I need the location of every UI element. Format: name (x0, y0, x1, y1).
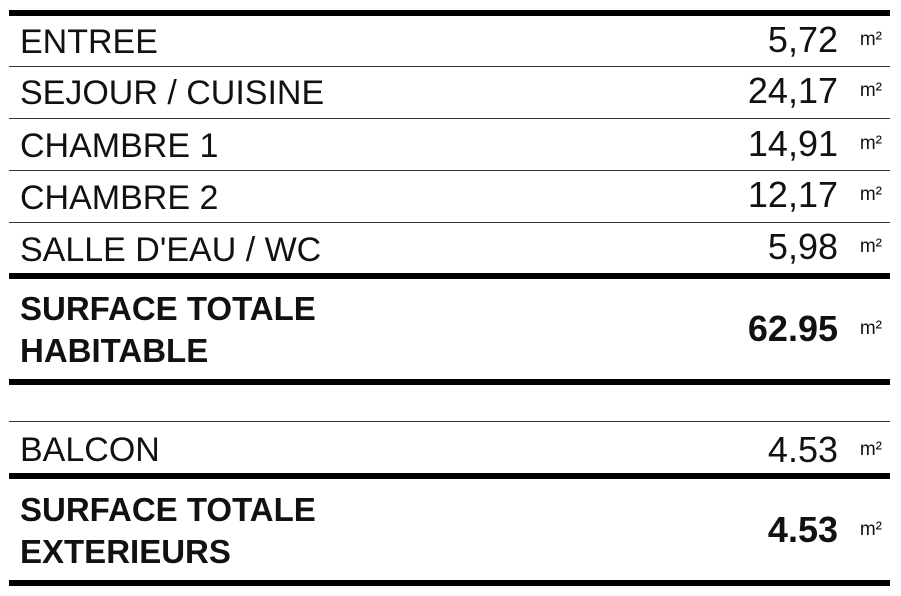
balcon-value: 4.53 (767, 429, 838, 470)
room-value: 24,17 (747, 70, 838, 111)
unit: m² (859, 80, 882, 101)
divider (9, 118, 890, 119)
room-label: SEJOUR / CUISINE (20, 74, 325, 112)
divider (9, 222, 890, 223)
total-label-line2: EXTERIEURS (20, 533, 231, 570)
room-value: 14,91 (747, 123, 838, 164)
divider (9, 10, 890, 16)
unit: m² (859, 184, 882, 205)
room-label: CHAMBRE 1 (20, 127, 219, 165)
room-value: 12,17 (747, 174, 838, 215)
room-row-chambre-2: CHAMBRE 2 12,17 m² (9, 171, 890, 222)
room-label: ENTREE (20, 23, 158, 61)
room-label: SALLE D'EAU / WC (20, 231, 322, 269)
divider (9, 273, 890, 279)
total-exterieurs-row: SURFACE TOTALE EXTERIEURS 4.53 m² (9, 479, 890, 580)
divider (9, 421, 890, 422)
total-value: 4.53 (767, 509, 838, 550)
unit: m² (859, 29, 882, 50)
divider (9, 473, 890, 479)
room-value: 5,72 (767, 19, 838, 60)
unit: m² (859, 318, 882, 339)
total-label-line2: HABITABLE (20, 332, 209, 369)
total-label-line1: SURFACE TOTALE (20, 290, 316, 327)
unit: m² (859, 439, 882, 460)
room-row-salle-d-eau: SALLE D'EAU / WC 5,98 m² (9, 223, 890, 273)
divider (9, 170, 890, 171)
unit: m² (859, 133, 882, 154)
unit: m² (859, 519, 882, 540)
divider (9, 580, 890, 586)
divider (9, 379, 890, 385)
room-label: CHAMBRE 2 (20, 179, 219, 217)
unit: m² (859, 236, 882, 257)
balcon-row: BALCON 4.53 m² (9, 422, 890, 473)
total-value: 62.95 (747, 308, 838, 349)
divider (9, 66, 890, 67)
room-row-entree: ENTREE 5,72 m² (9, 16, 890, 66)
total-habitable-row: SURFACE TOTALE HABITABLE 62.95 m² (9, 279, 890, 379)
room-row-chambre-1: CHAMBRE 1 14,91 m² (9, 119, 890, 170)
total-label-line1: SURFACE TOTALE (20, 491, 316, 528)
room-row-sejour: SEJOUR / CUISINE 24,17 m² (9, 67, 890, 118)
balcon-label: BALCON (20, 431, 160, 469)
room-value: 5,98 (767, 226, 838, 267)
